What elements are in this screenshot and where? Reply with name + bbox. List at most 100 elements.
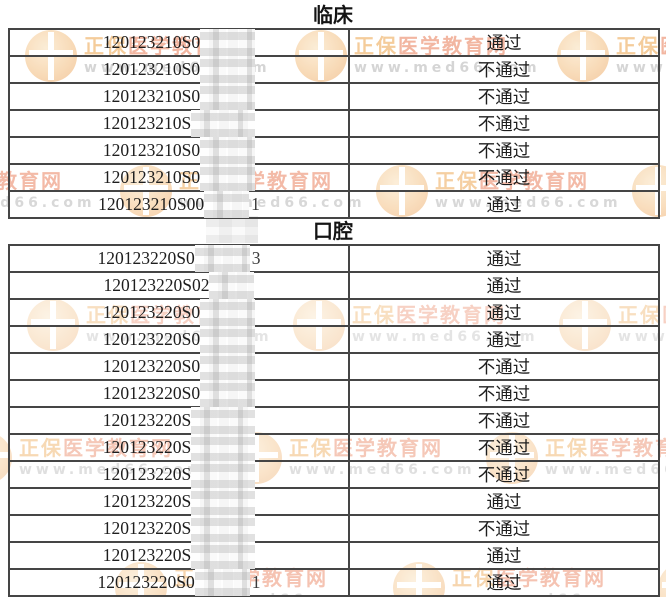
result-cell: 通过: [348, 190, 660, 219]
candidate-id-tail: 1: [251, 194, 260, 214]
candidate-id-tail: 3: [251, 248, 261, 268]
table-row: 120123210S0 通过: [8, 28, 660, 57]
result-cell: 不通过: [348, 55, 660, 84]
pixelated-mask: [191, 434, 256, 461]
candidate-id-cell: 120123220S: [8, 460, 350, 489]
candidate-id-cell: 120123220S0 3: [8, 244, 350, 273]
result-cell: 通过: [348, 271, 660, 300]
pixelated-mask: [200, 83, 256, 110]
pixelated-mask: [209, 272, 255, 299]
candidate-id-text: 120123210S0: [102, 86, 201, 106]
section-title: 临床: [313, 3, 353, 27]
pixelated-mask: [200, 137, 256, 164]
result-cell: 不通过: [348, 406, 660, 435]
pixelated-mask: [191, 461, 256, 488]
candidate-id-text: 120123210S: [102, 113, 192, 133]
candidate-id-text: 120123210S0: [102, 59, 201, 79]
pixelated-mask: [200, 29, 256, 56]
candidate-id-cell: 120123220S: [8, 541, 350, 570]
candidate-id-text: 120123210S0: [102, 140, 201, 160]
candidate-id-cell: 120123220S0: [8, 352, 350, 381]
candidate-id-text: 120123210S0: [102, 167, 201, 187]
pixelation-mask-bridge: [206, 216, 258, 243]
result-cell: 不通过: [348, 352, 660, 381]
table-row: 120123220S 通过: [8, 487, 660, 516]
table-row: 120123220S 通过: [8, 541, 660, 570]
candidate-id-text: 120123210S00: [98, 194, 205, 214]
table-row: 120123220S 不通过: [8, 433, 660, 462]
result-cell: 不通过: [348, 163, 660, 192]
candidate-id-text: 120123220S: [102, 491, 192, 511]
table-row: 120123220S 不通过: [8, 406, 660, 435]
candidate-id-cell: 120123210S0: [8, 28, 350, 57]
candidate-id-text: 120123220S0: [97, 248, 195, 268]
result-cell: 通过: [348, 541, 660, 570]
results-table: 120123210S0 通过 120123210S0 不通过 120123210S0 不通…: [8, 28, 660, 219]
candidate-id-cell: 120123220S0: [8, 379, 350, 408]
pixelated-mask: [200, 353, 256, 380]
candidate-id-tail: 1: [251, 572, 261, 592]
candidate-id-text: 120123220S: [102, 545, 192, 565]
candidate-id-text: 120123220S0: [102, 356, 201, 376]
result-cell: 不通过: [348, 433, 660, 462]
table-row: 120123210S0 不通过: [8, 136, 660, 165]
pixelated-mask: [200, 164, 256, 191]
table-row: 120123210S 不通过: [8, 109, 660, 138]
table-row: 120123220S0 3 通过: [8, 244, 660, 273]
candidate-id-cell: 120123210S0: [8, 163, 350, 192]
candidate-id-cell: 120123210S0: [8, 82, 350, 111]
candidate-id-cell: 120123210S0: [8, 136, 350, 165]
table-row: 120123220S0 通过: [8, 298, 660, 327]
candidate-id-cell: 120123220S: [8, 487, 350, 516]
result-cell: 通过: [348, 28, 660, 57]
pixelated-mask: [191, 542, 256, 569]
table-row: 120123210S0 不通过: [8, 82, 660, 111]
candidate-id-text: 120123220S: [102, 518, 192, 538]
pixelated-mask: [191, 110, 256, 137]
candidate-id-cell: 120123210S0: [8, 55, 350, 84]
result-cell: 通过: [348, 298, 660, 327]
pixelated-mask: [191, 407, 256, 434]
candidate-id-cell: 120123210S00 1: [8, 190, 350, 219]
candidate-id-cell: 120123220S: [8, 514, 350, 543]
result-cell: 不通过: [348, 136, 660, 165]
candidate-id-cell: 120123220S0: [8, 298, 350, 327]
table-row: 120123220S0 不通过: [8, 379, 660, 408]
pixelated-mask: [191, 515, 256, 542]
table-row: 120123220S0 通过: [8, 325, 660, 354]
result-cell: 不通过: [348, 109, 660, 138]
section-title: 口腔: [313, 219, 353, 243]
candidate-id-cell: 120123220S0 1: [8, 568, 350, 597]
table-row: 120123220S02 通过: [8, 271, 660, 300]
table-row: 120123210S00 1 通过: [8, 190, 660, 219]
result-cell: 不通过: [348, 82, 660, 111]
pixelated-mask: [200, 299, 256, 326]
result-cell: 不通过: [348, 460, 660, 489]
pixelated-mask: [194, 569, 250, 596]
table-row: 120123220S 不通过: [8, 460, 660, 489]
candidate-id-cell: 120123220S0: [8, 325, 350, 354]
candidate-id-text: 120123210S0: [102, 32, 201, 52]
results-table: 120123220S0 3 通过 120123220S02 通过 120123220S0 通…: [8, 244, 660, 597]
pixelated-mask: [194, 245, 250, 272]
candidate-id-cell: 120123210S: [8, 109, 350, 138]
pixelated-mask: [191, 488, 256, 515]
candidate-id-text: 120123220S0: [102, 383, 201, 403]
table-row: 120123210S0 不通过: [8, 163, 660, 192]
result-cell: 不通过: [348, 514, 660, 543]
candidate-id-text: 120123220S02: [103, 275, 210, 295]
result-cell: 通过: [348, 325, 660, 354]
pixelated-mask: [200, 56, 256, 83]
result-cell: 通过: [348, 487, 660, 516]
pixelated-mask: [204, 191, 250, 218]
candidate-id-cell: 120123220S: [8, 406, 350, 435]
table-row: 120123220S 不通过: [8, 514, 660, 543]
candidate-id-text: 120123220S: [102, 410, 192, 430]
candidate-id-cell: 120123220S: [8, 433, 350, 462]
pixelated-mask: [200, 380, 256, 407]
candidate-id-text: 120123220S: [102, 464, 192, 484]
candidate-id-cell: 120123220S02: [8, 271, 350, 300]
candidate-id-text: 120123220S: [102, 437, 192, 457]
